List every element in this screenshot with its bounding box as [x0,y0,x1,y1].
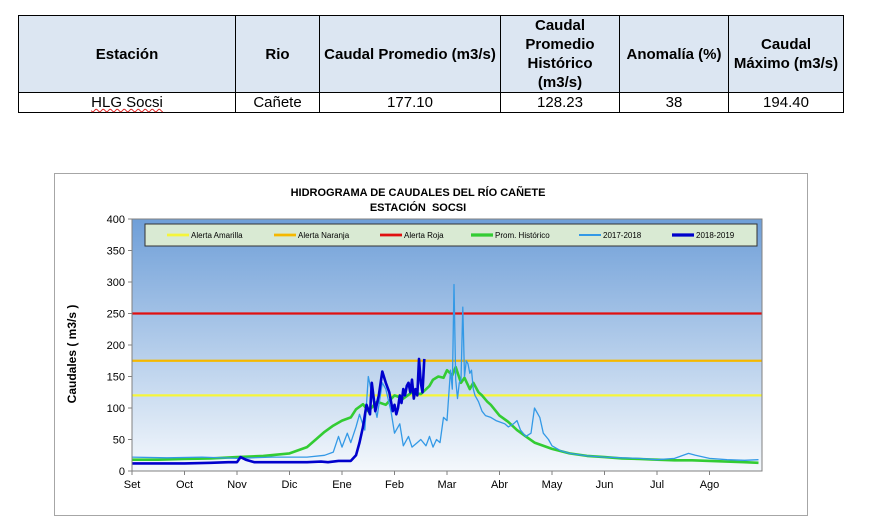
table-header-row: Estación Rio Caudal Promedio (m3/s) Caud… [18,15,844,93]
x-tick-label: May [542,479,563,491]
x-tick-label: Oct [176,479,193,491]
table-row: HLG Socsi Cañete 177.10 128.23 38 194.40 [18,92,844,113]
header-anomalia: Anomalía (%) [619,15,729,93]
x-tick-label: Set [124,479,141,491]
cell-estacion: HLG Socsi [18,92,236,113]
y-tick-label: 200 [107,340,125,352]
header-caudal-maximo: Caudal Máximo (m3/s) [728,15,844,93]
station-stats-table: Estación Rio Caudal Promedio (m3/s) Caud… [18,15,844,113]
y-tick-label: 50 [113,435,125,447]
header-caudal-promedio-historico: Caudal Promedio Histórico (m3/s) [500,15,620,93]
x-tick-label: Mar [438,479,457,491]
x-tick-label: Ago [700,479,720,491]
x-tick-label: Jul [650,479,664,491]
x-tick-label: Nov [227,479,247,491]
x-tick-label: Dic [282,479,298,491]
y-tick-label: 150 [107,372,125,384]
hydrograph-chart: HIDROGRAMA DE CAUDALES DEL RÍO CAÑETE ES… [65,186,763,491]
y-tick-label: 0 [119,466,125,478]
legend-label: Alerta Roja [404,231,444,240]
header-estacion: Estación [18,15,236,93]
x-tick-label: Ene [332,479,352,491]
hydrograph-chart-frame: HIDROGRAMA DE CAUDALES DEL RÍO CAÑETE ES… [54,173,808,516]
header-rio: Rio [235,15,320,93]
legend-box [144,223,758,247]
cell-anomalia: 38 [619,92,729,113]
x-tick-label: Feb [385,479,404,491]
legend-label: 2017-2018 [603,231,642,240]
cell-caudal-promedio: 177.10 [319,92,501,113]
chart-subtitle: ESTACIÓN SOCSI [370,201,466,214]
y-axis-label: Caudales ( m3/s ) [65,305,79,404]
legend-label: Alerta Naranja [298,231,350,240]
x-tick-label: Abr [491,479,508,491]
legend-label: Alerta Amarilla [191,231,243,240]
header-caudal-promedio: Caudal Promedio (m3/s) [319,15,501,93]
chart-title: HIDROGRAMA DE CAUDALES DEL RÍO CAÑETE [291,186,546,199]
legend-label: Prom. Histórico [495,231,550,240]
cell-caudal-maximo: 194.40 [728,92,844,113]
legend-label: 2018-2019 [696,231,735,240]
y-tick-label: 400 [107,214,125,226]
cell-caudal-promedio-historico: 128.23 [500,92,620,113]
y-tick-label: 250 [107,309,125,321]
cell-rio: Cañete [235,92,320,113]
y-tick-label: 300 [107,277,125,289]
plot-border [131,218,763,472]
series-line [131,283,759,461]
plot-area [132,219,762,471]
y-tick-label: 100 [107,403,125,415]
x-tick-label: Jun [596,479,614,491]
series-line [132,357,426,465]
y-tick-label: 350 [107,246,125,258]
